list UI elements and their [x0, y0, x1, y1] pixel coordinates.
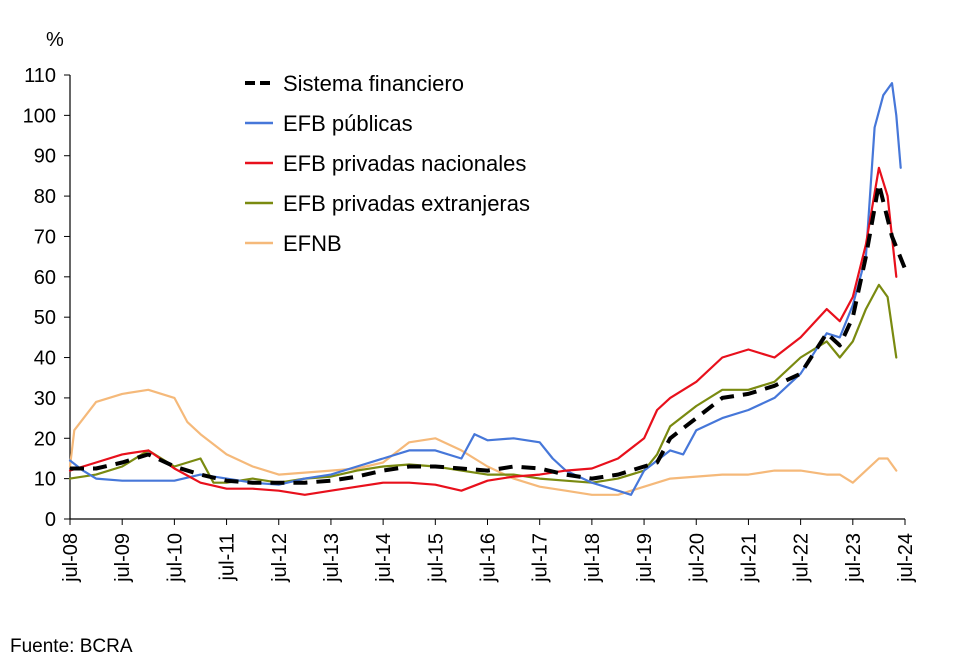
y-tick-label: 70: [34, 226, 56, 248]
x-tick-label: jul-18: [582, 533, 604, 583]
y-tick-label: 60: [34, 267, 56, 289]
series-layer: [68, 82, 907, 496]
x-tick-label: jul-12: [269, 533, 291, 583]
x-tick-label: jul-09: [112, 533, 134, 583]
legend-label: EFB privadas extranjeras: [283, 191, 530, 216]
series-line: [68, 388, 898, 496]
y-tick-label: 30: [34, 388, 56, 410]
y-tick-label: 0: [45, 509, 56, 531]
legend-label: EFB privadas nacionales: [283, 151, 526, 176]
x-tick-label: jul-24: [895, 533, 917, 583]
legend-label: EFNB: [283, 231, 342, 256]
x-tick-label: jul-22: [791, 533, 813, 583]
series-line: [68, 82, 902, 496]
x-tick-label: jul-21: [738, 533, 760, 583]
y-tick-label: 10: [34, 469, 56, 491]
x-tick-label: jul-19: [634, 533, 656, 583]
x-tick-label: jul-11: [217, 533, 239, 581]
x-tick-label: jul-20: [686, 533, 708, 583]
legend-label: Sistema financiero: [283, 71, 464, 96]
source-note: Fuente: BCRA: [10, 636, 133, 657]
y-tick-label: 80: [34, 186, 56, 208]
series-line: [68, 283, 898, 484]
x-tick-label: jul-13: [321, 533, 343, 583]
legend-label: EFB públicas: [283, 111, 413, 136]
series-line: [68, 166, 898, 496]
y-tick-label: 50: [34, 307, 56, 329]
x-tick-label: jul-16: [478, 533, 500, 583]
series-line: [70, 182, 907, 485]
y-tick-label: 20: [34, 428, 56, 450]
legend: Sistema financiero EFB públicas EFB privad…: [245, 71, 530, 256]
y-tick-label: 40: [34, 348, 56, 370]
x-tick-label: jul-10: [164, 533, 186, 583]
x-tick-label: jul-14: [373, 533, 395, 583]
x-tick-label: jul-23: [843, 533, 865, 583]
x-tick-label: jul-08: [60, 533, 82, 583]
y-unit-label: %: [46, 29, 64, 51]
x-tick-label: jul-17: [530, 533, 552, 583]
chart-axes: 0 10 20 30 40 50 60 70 80 90 100 110 jul-08 jul-09 jul…: [23, 65, 917, 583]
y-tick-label: 90: [34, 146, 56, 168]
x-tick-label: jul-15: [425, 533, 447, 583]
y-tick-label: 100: [23, 105, 56, 127]
y-tick-label: 110: [24, 65, 56, 87]
